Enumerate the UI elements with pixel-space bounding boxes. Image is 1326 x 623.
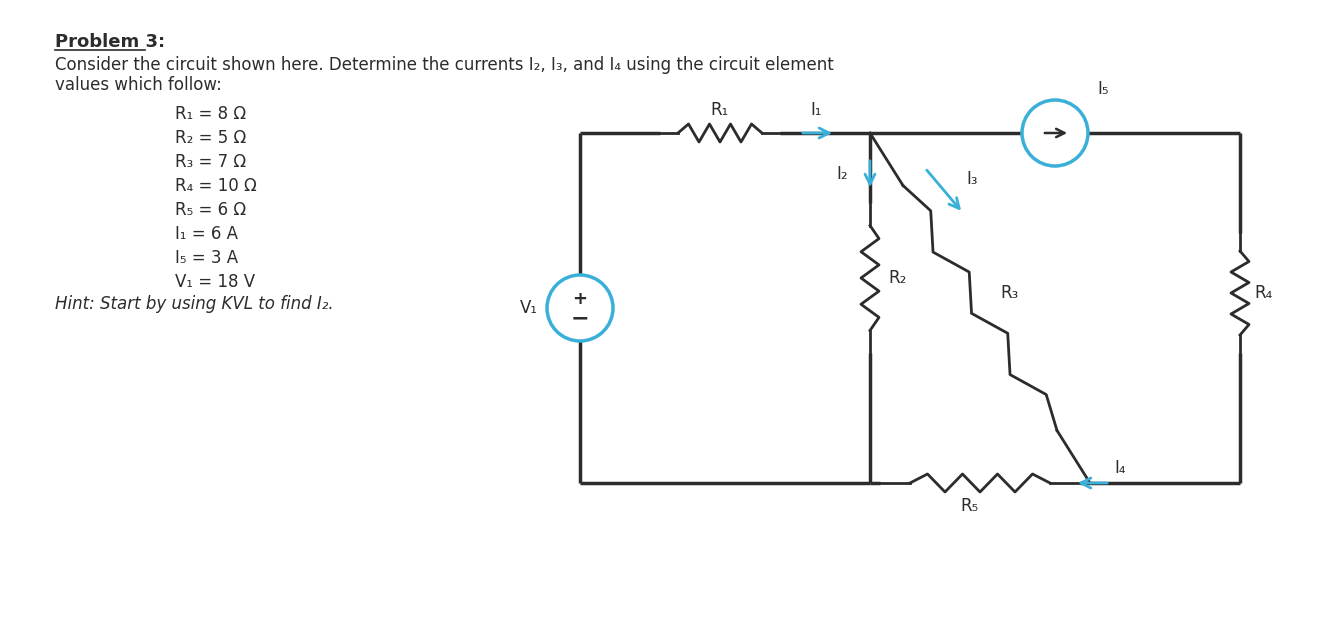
Text: I₅ = 3 A: I₅ = 3 A xyxy=(175,249,239,267)
Text: I₃: I₃ xyxy=(967,169,977,188)
Text: values which follow:: values which follow: xyxy=(54,76,221,94)
Text: R₄: R₄ xyxy=(1254,284,1272,302)
Text: Consider the circuit shown here. Determine the currents I₂, I₃, and I₄ using the: Consider the circuit shown here. Determi… xyxy=(54,56,834,74)
Text: I₂: I₂ xyxy=(837,165,849,183)
Text: I₁: I₁ xyxy=(810,101,822,119)
Text: −: − xyxy=(570,308,589,328)
Text: +: + xyxy=(573,290,587,308)
Text: Hint: Start by using KVL to find I₂.: Hint: Start by using KVL to find I₂. xyxy=(54,295,334,313)
Text: I₄: I₄ xyxy=(1114,459,1126,477)
Text: R₅: R₅ xyxy=(961,497,979,515)
Text: R₄ = 10 Ω: R₄ = 10 Ω xyxy=(175,177,257,195)
Text: R₁: R₁ xyxy=(711,101,729,119)
Text: R₂: R₂ xyxy=(888,269,907,287)
Text: V₁: V₁ xyxy=(520,299,538,317)
Text: R₃ = 7 Ω: R₃ = 7 Ω xyxy=(175,153,247,171)
Text: R₅ = 6 Ω: R₅ = 6 Ω xyxy=(175,201,247,219)
Text: R₃: R₃ xyxy=(1000,284,1018,302)
Text: Problem 3:: Problem 3: xyxy=(54,33,166,51)
Text: I₅: I₅ xyxy=(1097,80,1109,98)
Text: V₁ = 18 V: V₁ = 18 V xyxy=(175,273,255,291)
Text: R₂ = 5 Ω: R₂ = 5 Ω xyxy=(175,129,247,147)
Text: R₁ = 8 Ω: R₁ = 8 Ω xyxy=(175,105,247,123)
Text: I₁ = 6 A: I₁ = 6 A xyxy=(175,225,237,243)
